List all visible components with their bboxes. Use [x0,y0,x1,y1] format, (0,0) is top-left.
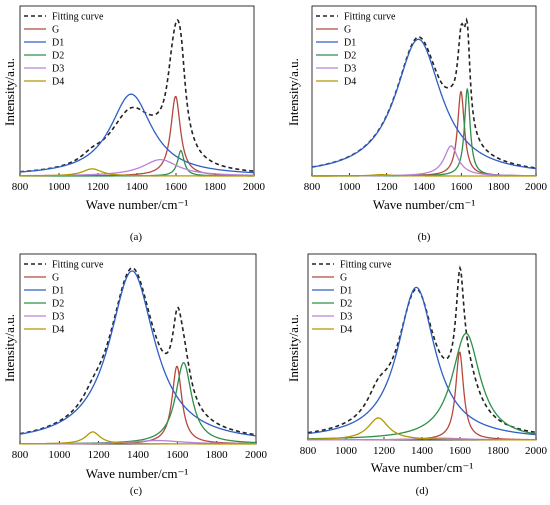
y-axis-label: Intensity/a.u. [286,314,301,382]
chart-panel-d: 800 1000 1200 1400 1600 1800 2000 Fitting curve… [286,253,548,497]
x-axis-label: Wave number/cm⁻¹ [86,197,189,212]
x-tick-label: 1600 [450,181,473,193]
legend-label: D2 [52,299,64,310]
panel-caption: (c) [130,485,143,497]
x-tick-label: 800 [300,445,317,457]
series-line-d4 [307,417,537,441]
legend-label: D2 [52,51,64,62]
x-tick-label: 1800 [487,445,510,457]
x-tick-label: 1000 [48,449,71,461]
legend-label: Fitting curve [340,260,392,271]
legend-label: D3 [52,64,64,75]
x-tick-label: 1000 [48,181,71,193]
legend-label: D2 [344,51,356,62]
legend-label: Fitting curve [52,260,104,271]
x-tick-label: 1000 [335,445,358,457]
x-tick-label: 2000 [243,181,266,193]
series-line-d1 [307,286,537,436]
legend-label: D3 [340,312,352,323]
y-axis-label: Intensity/a.u. [2,314,17,382]
x-tick-label: 800 [304,181,321,193]
series-line-d1 [19,270,257,437]
series-line-fitting-curve [19,267,257,436]
series-line-d2 [307,332,537,440]
series-line-d4 [20,431,256,445]
chart-panel-c: 800 1000 1200 1400 1600 1800 2000 Fitting curve… [2,253,268,497]
legend-label: D3 [52,312,64,323]
legend-label: Fitting curve [344,12,396,23]
panel-caption: (a) [130,231,143,243]
x-tick-label: 1400 [126,181,149,193]
x-tick-label: 800 [12,181,29,193]
x-tick-label: 1400 [127,449,150,461]
series-line-d4 [312,173,536,177]
legend-label: D2 [340,299,352,310]
legend-label: D4 [340,325,352,336]
legend-label: G [52,25,59,36]
legend-label: D4 [52,77,64,88]
x-tick-label: 800 [12,449,29,461]
series-line-d3 [312,145,537,177]
x-axis-label: Wave number/cm⁻¹ [86,466,189,481]
series-line-d1 [19,93,255,174]
panel-caption: (d) [416,485,429,497]
legend-label: D1 [52,286,64,297]
y-axis-label: Intensity/a.u. [2,58,17,126]
panel-caption: (b) [418,231,431,243]
legend-label: D1 [52,38,64,49]
x-axis-label: Wave number/cm⁻¹ [371,460,474,475]
legend-label: D4 [344,77,356,88]
series-line-d2 [20,149,254,177]
legend-label: G [52,273,59,284]
x-tick-label: 1200 [87,181,110,193]
x-axis-label: Wave number/cm⁻¹ [373,197,476,212]
x-tick-label: 1200 [88,449,111,461]
x-tick-label: 1800 [206,449,229,461]
x-tick-label: 1200 [376,181,399,193]
legend-label: D1 [340,286,352,297]
x-tick-label: 2000 [525,181,548,193]
series-line-d2 [19,361,257,445]
series-line-fitting-curve [19,18,255,173]
y-axis-label: Intensity/a.u. [286,58,301,126]
chart-panel-b: 800 1000 1200 1400 1600 1800 2000 Fitting curve… [286,5,548,243]
series-line-d4 [19,168,254,177]
x-tick-label: 1800 [204,181,227,193]
x-tick-label: 1400 [413,181,436,193]
chart-panel-a: 800 1000 1200 1400 1600 1800 2000 Fitting curve… [2,5,266,243]
x-tick-label: 1600 [166,449,189,461]
x-tick-label: 1600 [449,445,472,457]
legend-label: G [340,273,347,284]
legend-label: G [344,25,351,36]
legend-label: Fitting curve [52,12,104,23]
x-tick-label: 1600 [165,181,188,193]
legend-label: D3 [344,64,356,75]
series-line-g [311,91,537,177]
x-tick-label: 1400 [411,445,434,457]
series-line-g [20,365,257,445]
x-tick-label: 2000 [525,445,548,457]
series-line-d1 [311,38,537,170]
x-tick-label: 1000 [338,181,361,193]
x-tick-label: 2000 [245,449,268,461]
legend-label: D1 [344,38,356,49]
legend-label: D4 [52,325,64,336]
x-tick-label: 1800 [488,181,511,193]
x-tick-label: 1200 [373,445,396,457]
